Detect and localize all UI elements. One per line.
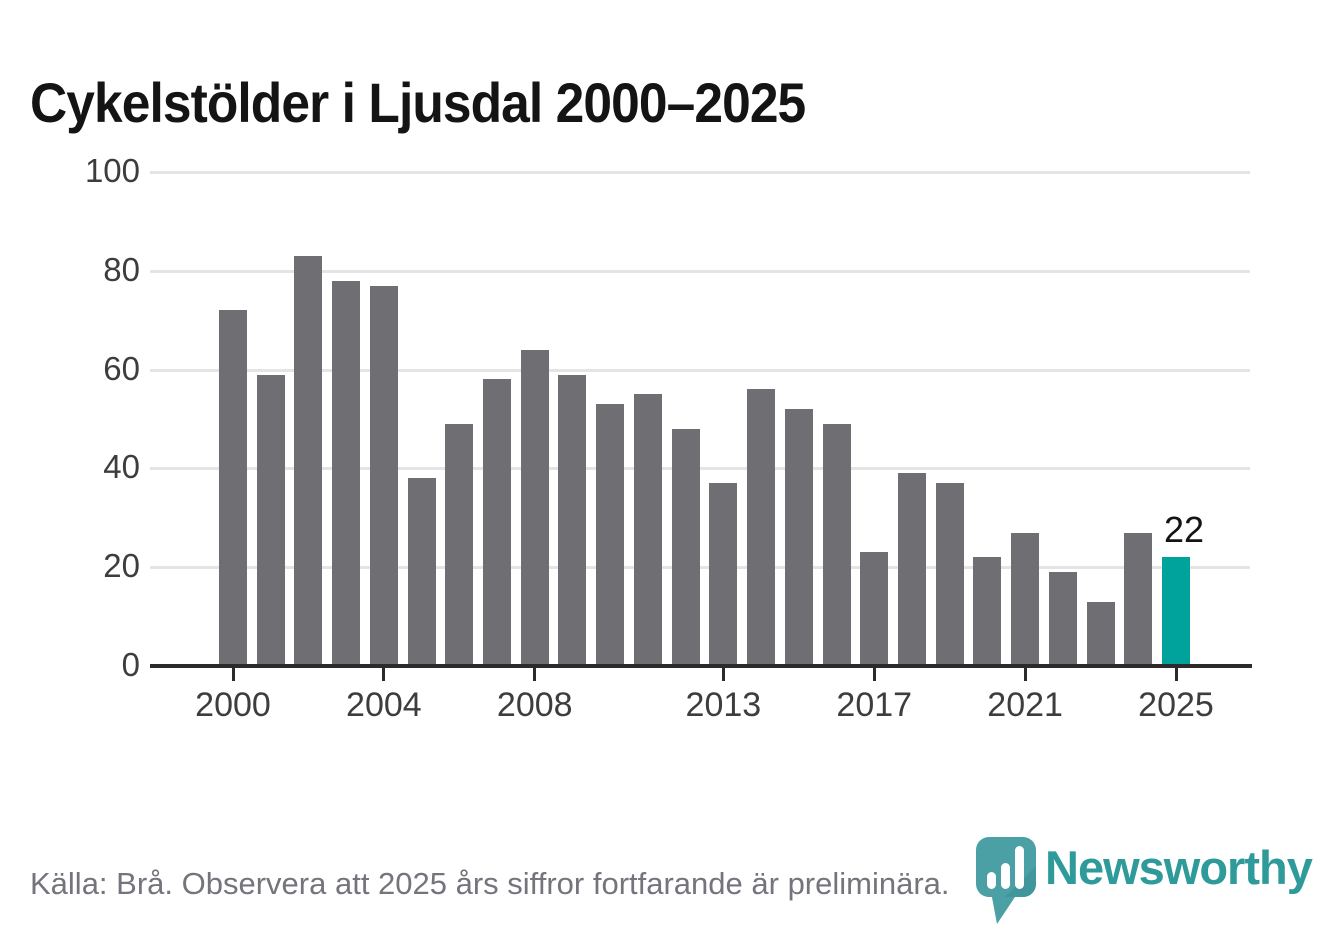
x-axis-label-2000: 2000 bbox=[195, 686, 271, 724]
x-tick-2021 bbox=[1023, 668, 1027, 681]
bar-2010 bbox=[596, 404, 625, 666]
y-axis-label-60: 60 bbox=[103, 349, 140, 387]
x-axis-label-2025: 2025 bbox=[1138, 686, 1214, 724]
bar-2017 bbox=[860, 552, 889, 666]
bar-2009 bbox=[558, 374, 587, 666]
bar-2005 bbox=[407, 478, 436, 666]
x-axis-line bbox=[150, 664, 1252, 668]
bar-2000 bbox=[219, 310, 247, 666]
bar-2023 bbox=[1086, 601, 1115, 666]
page-title: Cykelstölder i Ljusdal 2000–2025 bbox=[30, 70, 806, 134]
gridline-y-100 bbox=[150, 171, 1250, 174]
bar-2012 bbox=[671, 428, 700, 666]
y-axis-label-80: 80 bbox=[103, 250, 140, 288]
y-axis-label-0: 0 bbox=[121, 645, 140, 683]
gridline-y-80 bbox=[150, 269, 1250, 273]
bar-chart-plot-area bbox=[150, 171, 1250, 666]
x-tick-2004 bbox=[382, 668, 386, 681]
bar-2001 bbox=[256, 374, 285, 666]
x-axis-label-2013: 2013 bbox=[685, 686, 762, 724]
x-tick-2025 bbox=[1174, 668, 1178, 681]
x-axis-label-2004: 2004 bbox=[346, 686, 422, 724]
y-axis-label-40: 40 bbox=[103, 448, 140, 486]
bar-2019 bbox=[935, 483, 964, 666]
bar-2007 bbox=[483, 379, 512, 666]
x-tick-2017 bbox=[872, 668, 876, 681]
bar-2018 bbox=[897, 473, 926, 666]
bar-2004 bbox=[369, 285, 398, 666]
newsworthy-pin-icon bbox=[976, 837, 1036, 924]
bar-2008 bbox=[520, 349, 549, 666]
gridline-y-60 bbox=[150, 368, 1250, 372]
bar-2014 bbox=[747, 389, 776, 666]
x-axis-label-2017: 2017 bbox=[836, 686, 913, 724]
x-tick-2013 bbox=[721, 668, 725, 681]
gridline-y-40 bbox=[150, 467, 1250, 471]
source-note: Källa: Brå. Observera att 2025 års siffr… bbox=[30, 866, 950, 901]
bar-2002 bbox=[294, 255, 323, 666]
gridline-y-20 bbox=[150, 566, 1250, 570]
x-axis-label-2008: 2008 bbox=[496, 686, 573, 724]
y-axis-label-20: 20 bbox=[103, 547, 140, 585]
x-axis-label-2021: 2021 bbox=[987, 686, 1063, 724]
bar-2006 bbox=[445, 423, 474, 666]
bar-2022 bbox=[1048, 572, 1077, 666]
x-tick-2000 bbox=[231, 668, 235, 681]
bar-2011 bbox=[633, 394, 662, 666]
bar-2025 bbox=[1162, 557, 1190, 666]
bar-2024 bbox=[1124, 532, 1153, 666]
bar-2015 bbox=[784, 409, 813, 666]
newsworthy-wordmark: Newsworthy bbox=[1045, 841, 1313, 894]
x-tick-2008 bbox=[533, 668, 537, 681]
bar-2013 bbox=[709, 483, 738, 666]
bar-2021 bbox=[1011, 532, 1040, 666]
bar-2020 bbox=[973, 557, 1002, 666]
highlight-value-label: 22 bbox=[1163, 509, 1205, 551]
bar-2003 bbox=[332, 280, 361, 666]
newsworthy-logo: Newsworthy bbox=[975, 836, 1313, 928]
bar-2016 bbox=[822, 423, 851, 666]
y-axis-label-100: 100 bbox=[84, 151, 140, 189]
